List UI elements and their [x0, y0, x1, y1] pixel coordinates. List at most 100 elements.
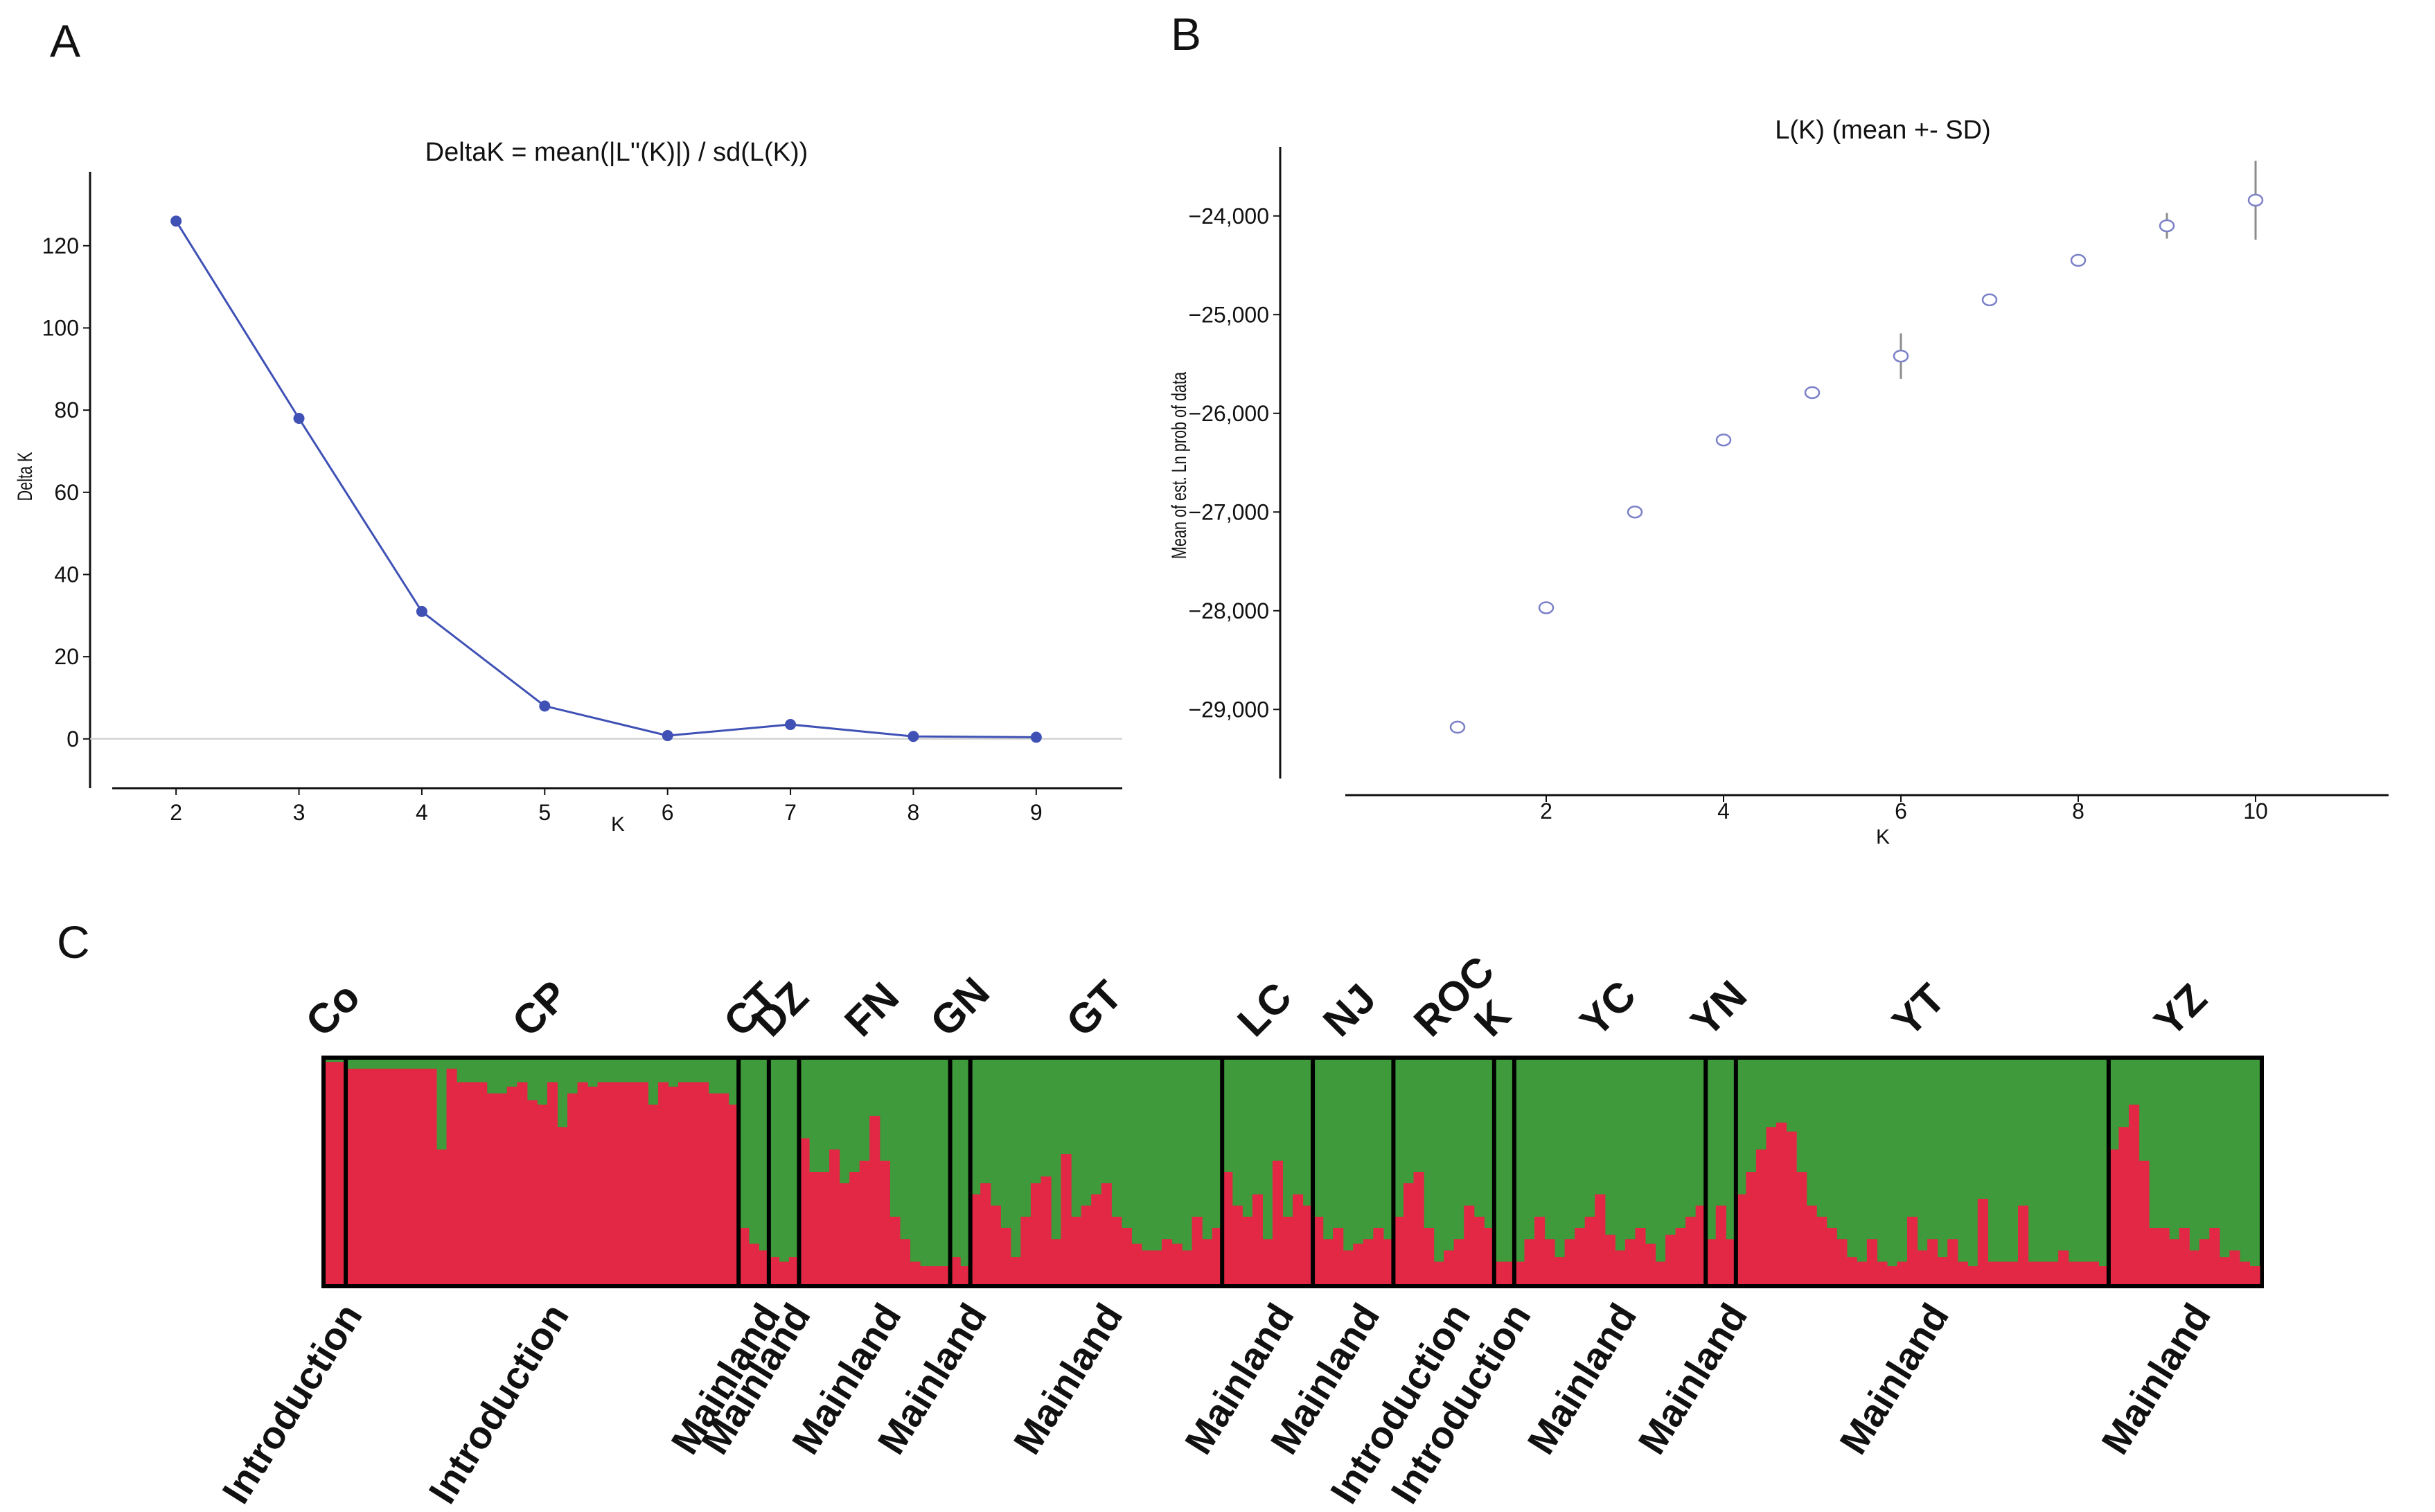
structure-bar-cluster1 [910, 1261, 921, 1284]
lk-x-axis-label: K [1876, 826, 1890, 848]
lk-chart: L(K) (mean +- SD) K Mean of est. Ln prob… [1167, 116, 2389, 848]
structure-bar-cluster1 [2219, 1257, 2230, 1284]
deltak-y-axis-label: Delta K [12, 452, 36, 501]
structure-bar-cluster1 [1131, 1243, 1142, 1284]
structure-bar-cluster1 [1584, 1216, 1595, 1284]
structure-bar-cluster1 [879, 1160, 890, 1284]
structure-bar-cluster1 [1373, 1228, 1384, 1284]
structure-bar-cluster1 [1746, 1172, 1757, 1284]
structure-bar-cluster1 [1444, 1250, 1455, 1284]
structure-bar-cluster1 [1947, 1239, 1958, 1284]
structure-bar-cluster1 [1977, 1198, 1988, 1284]
structure-bar-cluster1 [1735, 1194, 1746, 1284]
structure-bar-cluster1 [1433, 1261, 1444, 1284]
deltak-x-tick-label: 4 [416, 800, 428, 825]
lk-point [1538, 601, 1555, 614]
deltak-chart-title: DeltaK = mean(|L''(K)|) / sd(L(K)) [425, 138, 808, 167]
population-label: Co [296, 973, 369, 1045]
structure-bar-cluster1 [1494, 1261, 1505, 1284]
lk-x-tick-label: 2 [1540, 799, 1552, 824]
structure-bar-cluster1 [1504, 1261, 1515, 1284]
structure-bar-cluster1 [1282, 1216, 1293, 1284]
lk-point [1804, 386, 1821, 400]
structure-bar-cluster1 [537, 1104, 548, 1284]
deltak-y-tick-label: 120 [42, 233, 79, 258]
structure-bar-cluster1 [477, 1082, 488, 1284]
structure-bar-cluster1 [1715, 1205, 1726, 1284]
lk-y-axis-label: Mean of est. Ln prob of data [1167, 372, 1190, 559]
structure-bar-cluster1 [1665, 1234, 1676, 1284]
structure-bar-cluster1 [728, 1104, 739, 1284]
structure-bar-cluster1 [1353, 1243, 1364, 1284]
structure-bar-cluster1 [1272, 1160, 1284, 1284]
structure-bar-cluster1 [829, 1149, 840, 1284]
population-label: YN [1682, 972, 1755, 1045]
structure-bar-cluster1 [1293, 1194, 1304, 1284]
structure-bar-cluster1 [748, 1243, 759, 1284]
deltak-x-axis-label: K [611, 813, 625, 836]
structure-bar-cluster1 [1333, 1228, 1344, 1284]
structure-bar-cluster1 [2068, 1261, 2079, 1284]
structure-bar-cluster1 [940, 1266, 951, 1284]
structure-bar-cluster1 [1806, 1205, 1817, 1284]
panel-label-b: B [1171, 8, 1201, 60]
origin-label: Introduction [213, 1296, 370, 1511]
lk-point [2247, 193, 2264, 207]
structure-bar-cluster1 [1846, 1257, 1857, 1284]
structure-bar-cluster1 [1575, 1228, 1586, 1284]
structure-bar-cluster1 [1363, 1239, 1374, 1284]
structure-bar-cluster1 [648, 1104, 659, 1284]
structure-bar-cluster1 [1514, 1261, 1525, 1284]
structure-bar-cluster1 [2229, 1250, 2240, 1284]
population-label: GN [921, 968, 998, 1045]
structure-bar-cluster1 [436, 1149, 448, 1284]
structure-bar-cluster1 [1555, 1257, 1566, 1284]
deltak-series-line [175, 220, 1036, 738]
structure-bar-cluster1 [2189, 1250, 2200, 1284]
lk-y-tick-label: −26,000 [1188, 401, 1269, 426]
structure-bar-cluster1 [557, 1127, 568, 1284]
structure-bar-cluster1 [1111, 1216, 1122, 1284]
structure-bar-cluster1 [637, 1082, 648, 1284]
structure-bar-cluster1 [1937, 1257, 1948, 1284]
structure-bar-cluster1 [506, 1086, 517, 1284]
deltak-x-tick-label: 7 [784, 800, 797, 825]
structure-bar-cluster1 [788, 1257, 800, 1284]
structure-bar-cluster1 [1534, 1216, 1546, 1284]
structure-bar-cluster1 [1473, 1216, 1485, 1284]
structure-bar-cluster1 [1695, 1205, 1706, 1284]
structure-bar-cluster1 [738, 1228, 750, 1284]
population-label: LC [1228, 973, 1300, 1045]
structure-bar-cluster1 [1786, 1131, 1797, 1284]
structure-bar-cluster1 [2139, 1160, 2150, 1284]
structure-bar-cluster1 [1383, 1239, 1394, 1284]
structure-bar-cluster1 [990, 1205, 1001, 1284]
structure-bar-cluster1 [526, 1100, 538, 1284]
structure-bar-cluster1 [517, 1082, 528, 1284]
deltak-point [907, 731, 919, 742]
structure-bar-cluster1 [799, 1138, 810, 1284]
population-label: YZ [2145, 975, 2216, 1046]
structure-bar-cluster1 [1010, 1257, 1021, 1284]
structure-bar-cluster1 [849, 1172, 860, 1284]
structure-bar-cluster1 [1564, 1239, 1575, 1284]
structure-bar-cluster1 [1101, 1183, 1112, 1284]
structure-bar-cluster1 [950, 1257, 961, 1284]
structure-bar-cluster1 [426, 1068, 437, 1284]
population-label: NJ [1314, 975, 1385, 1046]
structure-bar-cluster1 [1192, 1216, 1203, 1284]
structure-bar-cluster1 [809, 1172, 820, 1284]
structure-bar-cluster1 [698, 1082, 709, 1284]
lk-y-tick-label: −28,000 [1188, 598, 1269, 623]
population-label: YC [1571, 972, 1645, 1045]
lk-y-tick-label: −24,000 [1188, 204, 1269, 229]
structure-bar-cluster1 [1322, 1239, 1334, 1284]
structure-bar-cluster1 [1675, 1228, 1686, 1284]
structure-bar-cluster1 [1857, 1261, 1868, 1284]
deltak-point [170, 215, 182, 227]
deltak-point [416, 605, 427, 617]
structure-bar-cluster1 [1907, 1216, 1918, 1284]
structure-bar-cluster1 [1997, 1261, 2009, 1284]
structure-bar-cluster1 [1313, 1216, 1324, 1284]
structure-bar-cluster1 [960, 1266, 971, 1284]
